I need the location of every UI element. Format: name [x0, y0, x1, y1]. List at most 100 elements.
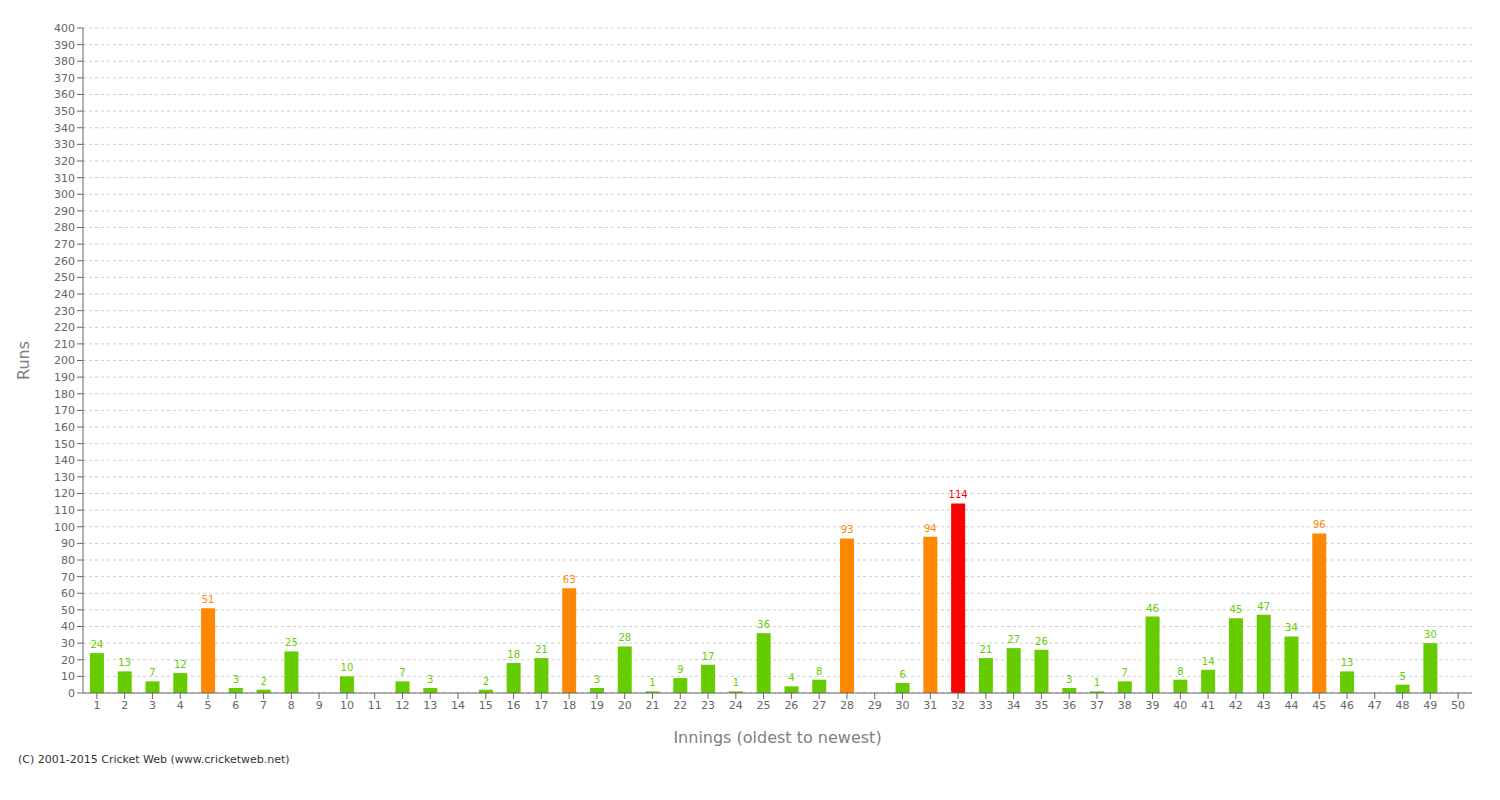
svg-text:24: 24	[729, 699, 743, 712]
svg-text:30: 30	[1424, 629, 1437, 640]
svg-text:50: 50	[1451, 699, 1465, 712]
svg-text:6: 6	[232, 699, 239, 712]
svg-text:Innings (oldest to newest): Innings (oldest to newest)	[673, 728, 881, 747]
svg-text:49: 49	[1423, 699, 1437, 712]
svg-text:17: 17	[534, 699, 548, 712]
svg-text:9: 9	[316, 699, 323, 712]
svg-text:63: 63	[563, 574, 576, 585]
svg-text:25: 25	[757, 699, 771, 712]
svg-text:46: 46	[1340, 699, 1354, 712]
svg-text:3: 3	[233, 674, 239, 685]
svg-text:3: 3	[149, 699, 156, 712]
svg-text:60: 60	[61, 587, 75, 600]
svg-text:230: 230	[54, 305, 75, 318]
svg-text:30: 30	[61, 637, 75, 650]
svg-text:13: 13	[1341, 657, 1354, 668]
svg-text:240: 240	[54, 288, 75, 301]
svg-text:47: 47	[1257, 601, 1270, 612]
svg-text:21: 21	[535, 644, 548, 655]
svg-text:32: 32	[951, 699, 965, 712]
svg-text:280: 280	[54, 221, 75, 234]
svg-text:40: 40	[1173, 699, 1187, 712]
svg-text:8: 8	[288, 699, 295, 712]
svg-text:3: 3	[594, 674, 600, 685]
svg-text:370: 370	[54, 72, 75, 85]
svg-text:18: 18	[507, 649, 520, 660]
svg-text:51: 51	[202, 594, 215, 605]
svg-text:310: 310	[54, 172, 75, 185]
svg-text:2: 2	[483, 676, 489, 687]
svg-text:22: 22	[673, 699, 687, 712]
svg-text:8: 8	[1177, 666, 1183, 677]
svg-text:160: 160	[54, 421, 75, 434]
svg-text:170: 170	[54, 404, 75, 417]
svg-text:28: 28	[618, 632, 631, 643]
svg-text:19: 19	[590, 699, 604, 712]
svg-text:42: 42	[1229, 699, 1243, 712]
svg-text:350: 350	[54, 105, 75, 118]
svg-text:5: 5	[1399, 671, 1405, 682]
svg-text:35: 35	[1034, 699, 1048, 712]
svg-text:10: 10	[341, 662, 354, 673]
svg-text:43: 43	[1257, 699, 1271, 712]
svg-text:93: 93	[841, 524, 854, 535]
svg-text:110: 110	[54, 504, 75, 517]
svg-text:220: 220	[54, 321, 75, 334]
svg-text:14: 14	[1202, 656, 1215, 667]
svg-text:2: 2	[260, 676, 266, 687]
svg-text:330: 330	[54, 138, 75, 151]
svg-text:46: 46	[1146, 603, 1159, 614]
svg-text:2: 2	[121, 699, 128, 712]
svg-text:90: 90	[61, 537, 75, 550]
svg-text:7: 7	[399, 667, 405, 678]
svg-text:80: 80	[61, 554, 75, 567]
svg-text:38: 38	[1118, 699, 1132, 712]
svg-text:17: 17	[702, 651, 715, 662]
svg-text:21: 21	[645, 699, 659, 712]
svg-text:94: 94	[924, 523, 937, 534]
svg-text:34: 34	[1285, 622, 1298, 633]
svg-text:150: 150	[54, 438, 75, 451]
svg-text:Runs: Runs	[14, 341, 33, 380]
svg-text:12: 12	[395, 699, 409, 712]
svg-text:1: 1	[1094, 677, 1100, 688]
svg-text:39: 39	[1146, 699, 1160, 712]
svg-text:380: 380	[54, 55, 75, 68]
svg-text:13: 13	[118, 657, 131, 668]
svg-text:270: 270	[54, 238, 75, 251]
svg-text:200: 200	[54, 354, 75, 367]
svg-text:180: 180	[54, 388, 75, 401]
svg-text:290: 290	[54, 205, 75, 218]
svg-text:10: 10	[340, 699, 354, 712]
svg-text:5: 5	[205, 699, 212, 712]
svg-text:4: 4	[177, 699, 184, 712]
svg-text:16: 16	[507, 699, 521, 712]
svg-text:190: 190	[54, 371, 75, 384]
svg-text:20: 20	[618, 699, 632, 712]
svg-text:0: 0	[68, 687, 75, 700]
svg-text:4: 4	[788, 672, 794, 683]
svg-text:96: 96	[1313, 519, 1326, 530]
svg-text:300: 300	[54, 188, 75, 201]
svg-text:114: 114	[949, 489, 968, 500]
svg-text:100: 100	[54, 521, 75, 534]
svg-text:26: 26	[1035, 636, 1048, 647]
svg-text:40: 40	[61, 620, 75, 633]
svg-text:7: 7	[260, 699, 267, 712]
svg-text:45: 45	[1230, 604, 1243, 615]
svg-text:6: 6	[899, 669, 905, 680]
svg-text:15: 15	[479, 699, 493, 712]
svg-text:29: 29	[868, 699, 882, 712]
svg-text:28: 28	[840, 699, 854, 712]
svg-text:26: 26	[784, 699, 798, 712]
svg-text:7: 7	[1122, 667, 1128, 678]
svg-text:390: 390	[54, 39, 75, 52]
svg-text:260: 260	[54, 255, 75, 268]
svg-text:1: 1	[93, 699, 100, 712]
svg-text:120: 120	[54, 487, 75, 500]
svg-text:12: 12	[174, 659, 187, 670]
svg-text:48: 48	[1396, 699, 1410, 712]
svg-text:36: 36	[1062, 699, 1076, 712]
svg-text:10: 10	[61, 670, 75, 683]
svg-text:250: 250	[54, 271, 75, 284]
